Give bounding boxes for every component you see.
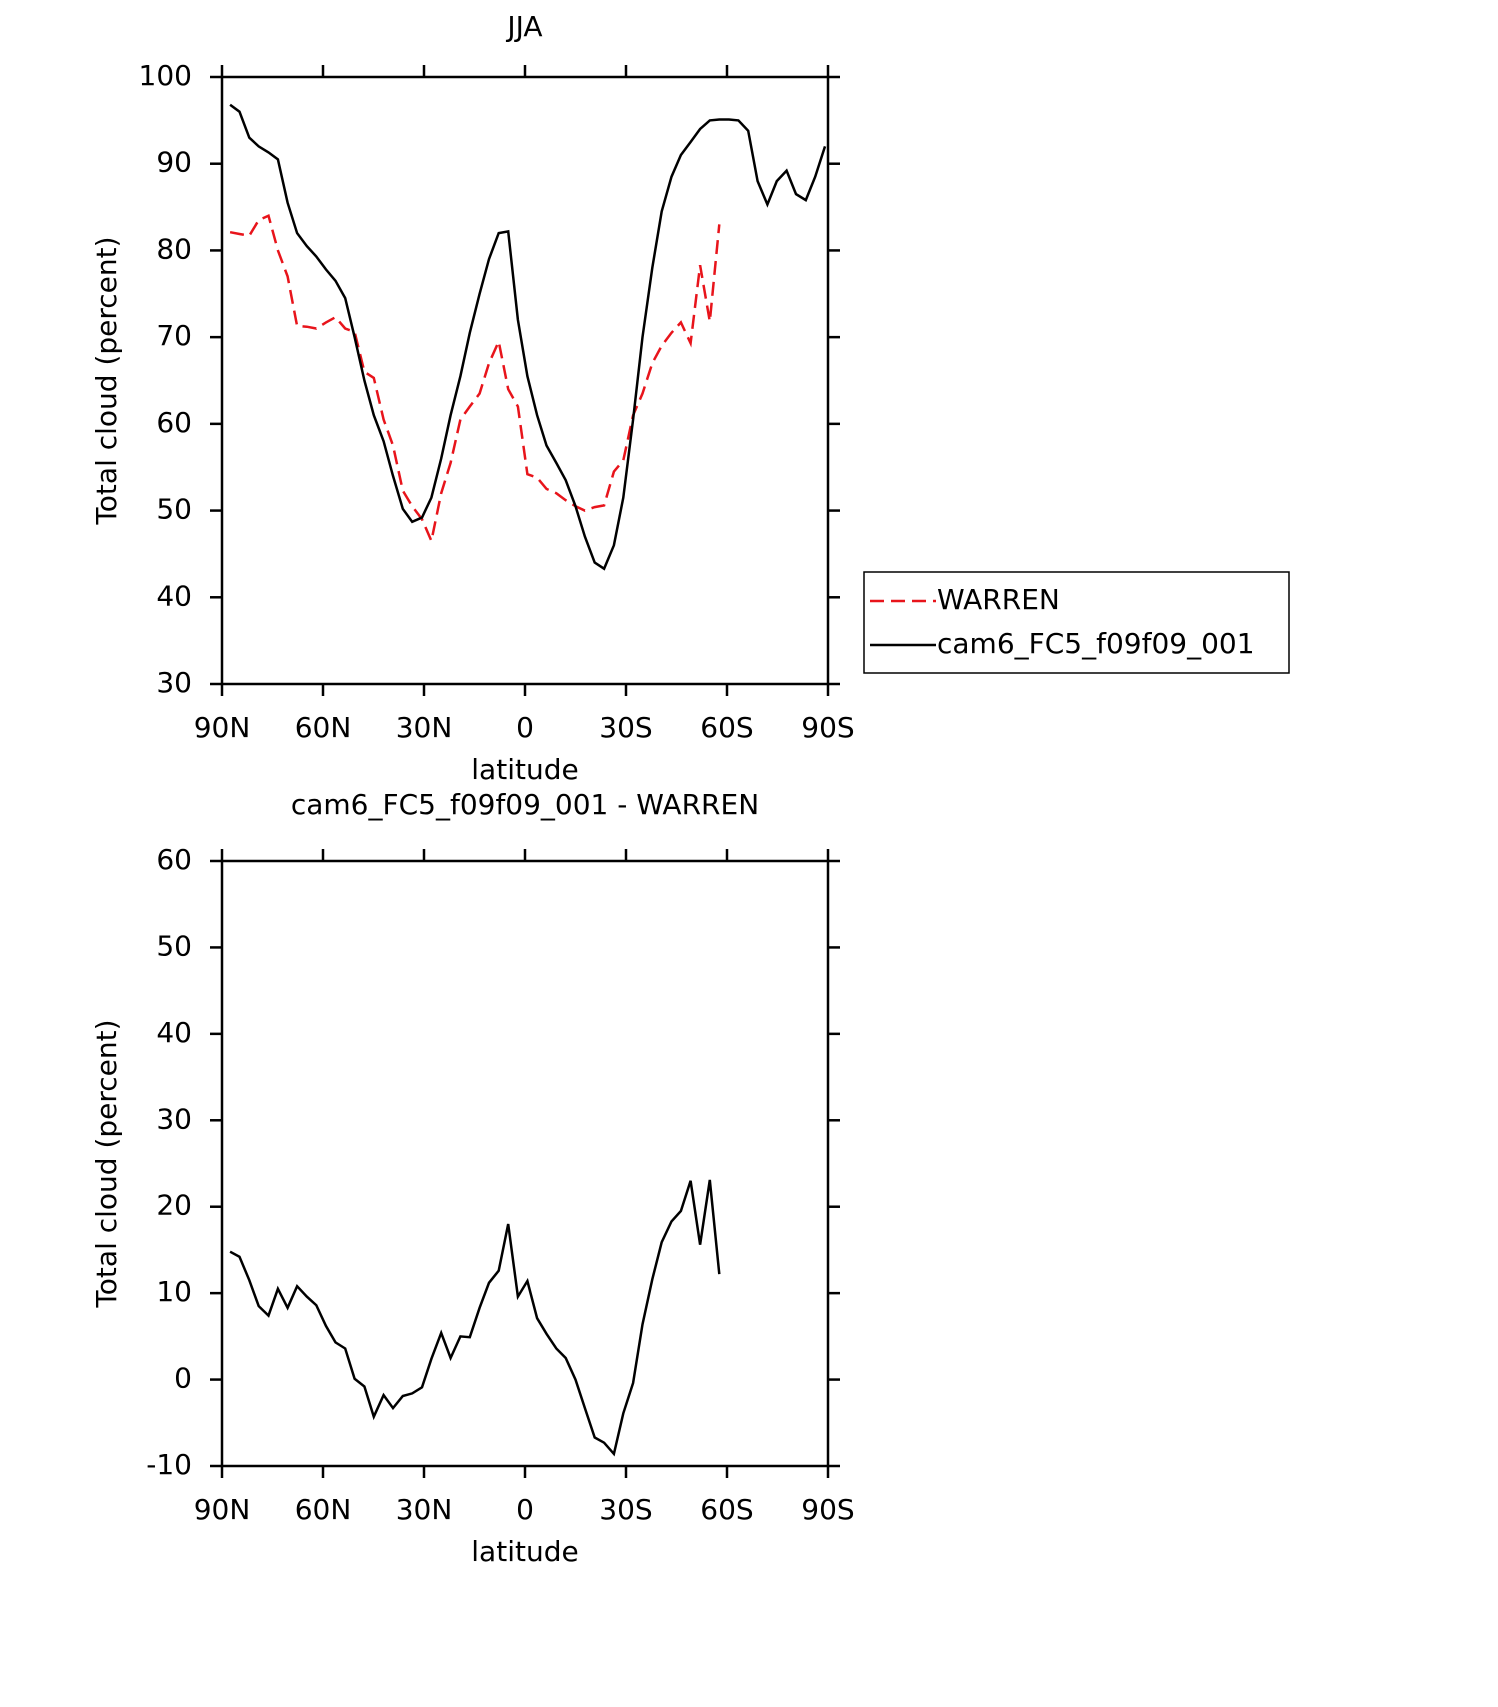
x-tick-label: 90N [194, 711, 251, 744]
y-axis-label: Total cloud (percent) [90, 236, 123, 525]
legend: WARREN cam6_FC5_f09f09_001 [863, 571, 1290, 674]
y-tick-label: 30 [156, 666, 192, 699]
y-tick-label: 40 [156, 1016, 192, 1049]
y-tick-label: 80 [156, 232, 192, 265]
y-tick-label: 60 [156, 406, 192, 439]
data-line [229, 213, 721, 546]
plot: cam6_FC5_f09f09_001 - WARREN -10 0 10 20 30 40… [90, 788, 855, 1568]
x-tick-label: 30N [396, 1493, 453, 1526]
x-tick-label: 60S [700, 1493, 753, 1526]
y-axis-label: Total cloud (percent) [90, 1019, 123, 1308]
x-tick-label: 60N [295, 711, 352, 744]
x-tick-label: 30S [599, 1493, 652, 1526]
y-tick-label: 30 [156, 1102, 192, 1135]
x-tick-label: 30N [396, 711, 453, 744]
x-tick-label: 90S [801, 711, 854, 744]
y-tick-label: 50 [156, 929, 192, 962]
plot-frame [220, 859, 830, 1468]
x-axis-label: latitude [471, 753, 578, 786]
x-tick-label: 60S [700, 711, 753, 744]
legend-label: cam6_FC5_f09f09_001 [937, 627, 1255, 660]
y-tick-label: 100 [139, 59, 192, 92]
y-tick-label: 40 [156, 579, 192, 612]
x-tick-label: 0 [516, 1493, 534, 1526]
y-tick-label: 60 [156, 843, 192, 876]
x-tick-label: 30S [599, 711, 652, 744]
y-tick-label: 70 [156, 319, 192, 352]
x-axis-label: latitude [471, 1535, 578, 1568]
plot: JJA 30 40 50 60 70 80 90 100 90N 60N 30N 0 30S 60S 90S l… [90, 10, 1290, 786]
chart-title: cam6_FC5_f09f09_001 - WARREN [291, 788, 759, 821]
y-tick-label: 20 [156, 1189, 192, 1222]
y-tick-label: -10 [146, 1448, 192, 1481]
x-tick-label: 0 [516, 711, 534, 744]
data-line [229, 103, 827, 571]
y-tick-label: 10 [156, 1275, 192, 1308]
x-tick-label: 60N [295, 1493, 352, 1526]
y-tick-label: 50 [156, 493, 192, 526]
y-tick-label: 0 [174, 1362, 192, 1395]
legend-box [863, 571, 1290, 674]
x-tick-label: 90N [194, 1493, 251, 1526]
data-line [229, 1179, 721, 1457]
y-tick-label: 90 [156, 146, 192, 179]
plot-frame [220, 75, 830, 686]
legend-label: WARREN [937, 583, 1060, 616]
x-tick-label: 90S [801, 1493, 854, 1526]
chart-title: JJA [505, 10, 542, 43]
